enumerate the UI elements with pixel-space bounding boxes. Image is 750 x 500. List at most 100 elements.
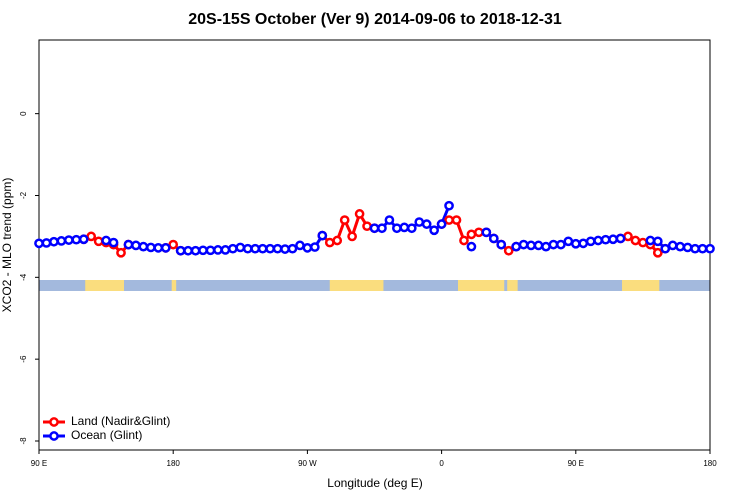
data-point: [593, 235, 604, 246]
data-point: [690, 243, 700, 254]
data-point: [608, 234, 618, 245]
data-point: [384, 215, 395, 225]
data-point: [324, 237, 335, 248]
data-point: [160, 243, 171, 253]
data-point: [414, 217, 425, 227]
data-point: [287, 243, 298, 254]
data-point: [548, 239, 559, 250]
data-point: [682, 242, 693, 253]
data-point: [339, 215, 350, 225]
data-point: [570, 238, 581, 249]
x-tick-label: 90 E: [31, 459, 47, 468]
chart-title: 20S-15S October (Ver 9) 2014-09-06 to 20…: [188, 11, 562, 28]
data-point: [250, 243, 261, 254]
data-point: [377, 223, 387, 234]
data-point: [421, 219, 432, 229]
data-point: [93, 236, 104, 247]
data-point: [138, 241, 149, 252]
data-point: [220, 245, 231, 255]
data-point: [332, 235, 343, 246]
data-point: [705, 243, 715, 254]
legend-label: Land (Nadir&Glint): [71, 414, 170, 428]
data-point: [347, 231, 357, 242]
data-point: [518, 239, 529, 250]
data-point: [63, 235, 74, 245]
y-tick-label: -6: [19, 355, 28, 363]
data-point: [667, 240, 678, 251]
data-point: [503, 245, 514, 256]
x-axis-label: Longitude (deg E): [327, 476, 422, 490]
data-point: [190, 245, 201, 256]
data-point: [362, 221, 372, 232]
data-point: [429, 225, 439, 236]
data-point: [392, 223, 402, 234]
data-point: [257, 243, 268, 254]
y-axis-label: XCO2 - MLO trend (ppm): [0, 178, 14, 313]
data-point: [578, 238, 589, 249]
data-point: [123, 239, 134, 250]
data-point: [451, 215, 462, 225]
data-point: [302, 243, 313, 253]
data-point: [481, 227, 492, 238]
data-point: [78, 234, 89, 245]
data-point: [145, 242, 156, 253]
data-point: [585, 236, 596, 247]
x-tick-label: 180: [167, 459, 181, 468]
data-point: [638, 237, 648, 248]
data-point: [645, 235, 656, 246]
data-point: [56, 236, 67, 246]
data-point: [623, 231, 633, 242]
data-point: [108, 237, 119, 248]
data-point: [474, 227, 484, 238]
data-point: [675, 241, 686, 252]
data-point: [213, 245, 223, 255]
data-point: [444, 215, 454, 225]
data-point: [615, 233, 626, 244]
data-point: [406, 223, 417, 234]
data-point: [310, 242, 320, 252]
data-point: [168, 239, 179, 250]
data-point: [496, 239, 507, 250]
data-point: [280, 244, 290, 254]
data-point: [444, 200, 454, 211]
y-tick-label: 0: [19, 111, 28, 116]
data-point: [235, 242, 246, 253]
data-point: [295, 240, 305, 251]
data-point: [556, 239, 566, 250]
data-point: [227, 243, 238, 254]
x-tick-label: 180: [703, 459, 717, 468]
data-point: [354, 209, 365, 219]
land-span: [329, 280, 384, 291]
legend-label: Ocean (Glint): [71, 428, 142, 442]
data-point: [41, 238, 52, 248]
land-span: [507, 280, 518, 291]
data-point: [563, 236, 574, 247]
data-point: [466, 229, 477, 240]
x-tick-label: 90 E: [568, 459, 584, 468]
data-point: [399, 222, 410, 233]
data-point: [369, 223, 380, 234]
land-span: [85, 280, 124, 291]
data-point: [34, 238, 44, 249]
data-point: [533, 240, 544, 251]
data-point: [175, 245, 186, 256]
x-tick-label: 90 W: [298, 459, 317, 468]
data-point: [526, 240, 536, 251]
data-point: [86, 231, 97, 242]
data-point: [600, 234, 611, 245]
legend-swatch-marker: [49, 431, 59, 441]
land-span: [458, 280, 505, 291]
data-point: [272, 243, 283, 254]
data-point: [131, 240, 141, 251]
data-point: [183, 245, 193, 256]
data-point: [660, 243, 671, 254]
data-point: [265, 243, 275, 254]
data-point: [488, 233, 499, 244]
y-tick-label: -8: [19, 437, 28, 445]
data-point: [459, 235, 469, 246]
data-point: [101, 235, 111, 246]
data-point: [116, 247, 126, 258]
y-tick-label: -4: [19, 273, 28, 281]
land-span: [622, 280, 660, 291]
